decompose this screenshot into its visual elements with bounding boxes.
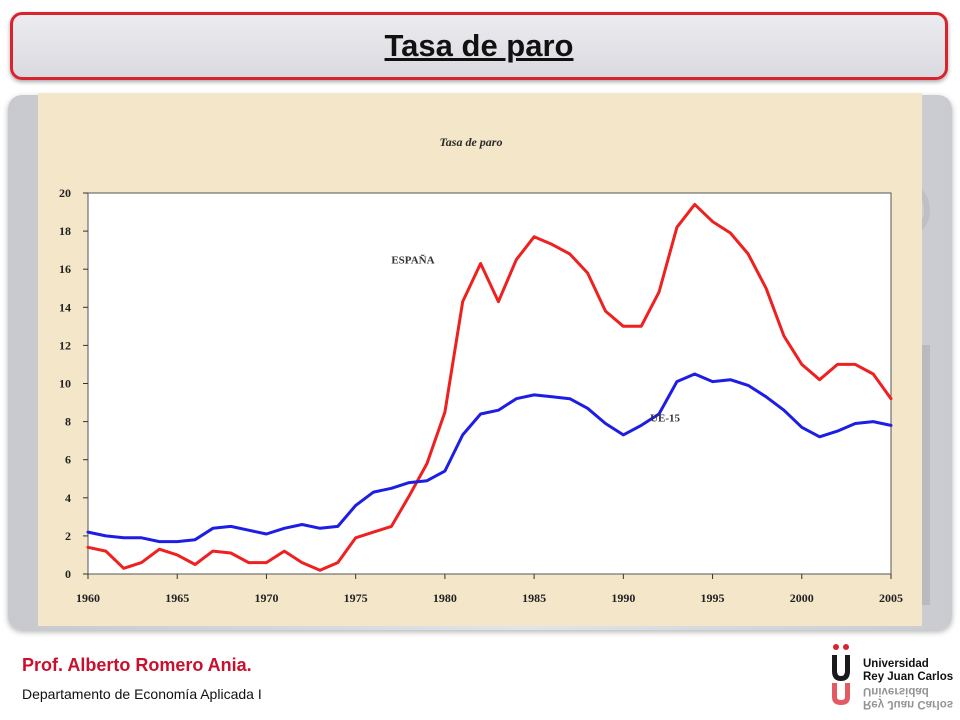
slide-title: Tasa de paro xyxy=(384,28,574,63)
department-name: Departamento de Economía Aplicada I xyxy=(22,686,262,702)
x-tick-label: 1995 xyxy=(701,591,725,605)
urjc-logo-icon xyxy=(832,644,850,705)
logo-text: Universidad Rey Juan Carlos xyxy=(863,658,953,684)
y-tick-label: 6 xyxy=(65,453,71,467)
x-tick-label: 1990 xyxy=(611,591,635,605)
x-tick-label: 1980 xyxy=(433,591,457,605)
y-tick-label: 8 xyxy=(65,415,71,429)
university-logo: Universidad Rey Juan Carlos Rey Juan Car… xyxy=(826,641,956,717)
author-name: Prof. Alberto Romero Ania. xyxy=(22,655,252,675)
y-tick-label: 16 xyxy=(59,262,71,276)
y-tick-label: 12 xyxy=(59,338,71,352)
x-tick-label: 1965 xyxy=(165,591,189,605)
logo-reflection-line-2: Rey Juan Carlos xyxy=(863,698,954,710)
y-tick-label: 20 xyxy=(59,186,71,200)
series-line-ue15 xyxy=(86,372,893,544)
x-tick-label: 2000 xyxy=(790,591,814,605)
x-tick-label: 1960 xyxy=(76,591,100,605)
logo-line-1: Universidad xyxy=(863,658,929,670)
series-annotations: ESPAÑA UE-15 xyxy=(391,254,680,424)
y-tick-label: 10 xyxy=(59,377,71,391)
logo-reflection-line-1: Universidad xyxy=(863,685,929,697)
x-tick-label: 2005 xyxy=(879,591,903,605)
x-axis: 1960 1965 1970 1975 1980 1985 1990 1995 2000 2005 xyxy=(76,574,903,605)
y-tick-label: 4 xyxy=(65,491,71,505)
x-tick-label: 1985 xyxy=(522,591,546,605)
plot-area xyxy=(87,192,892,575)
y-tick-label: 18 xyxy=(59,224,71,238)
y-tick-label: 0 xyxy=(65,567,71,581)
series-line-espana xyxy=(86,202,893,572)
y-axis: 0 2 4 6 8 10 12 14 16 18 20 xyxy=(59,186,88,581)
chart-scan: Tasa de paro 0 2 4 6 8 10 12 14 16 18 20 1960 1965 1… xyxy=(38,93,922,626)
series-label: UE-15 xyxy=(650,413,680,425)
logo-reflection: Rey Juan Carlos Universidad xyxy=(863,684,953,710)
series-label: ESPAÑA xyxy=(391,254,434,266)
logo-line-2: Rey Juan Carlos xyxy=(863,671,954,683)
y-tick-label: 14 xyxy=(59,300,71,314)
chart-title: Tasa de paro xyxy=(440,135,503,149)
series-lines xyxy=(86,202,893,572)
x-tick-label: 1975 xyxy=(344,591,368,605)
title-banner: Tasa de paro xyxy=(10,12,948,80)
x-tick-label: 1970 xyxy=(254,591,278,605)
y-tick-label: 2 xyxy=(65,529,71,543)
